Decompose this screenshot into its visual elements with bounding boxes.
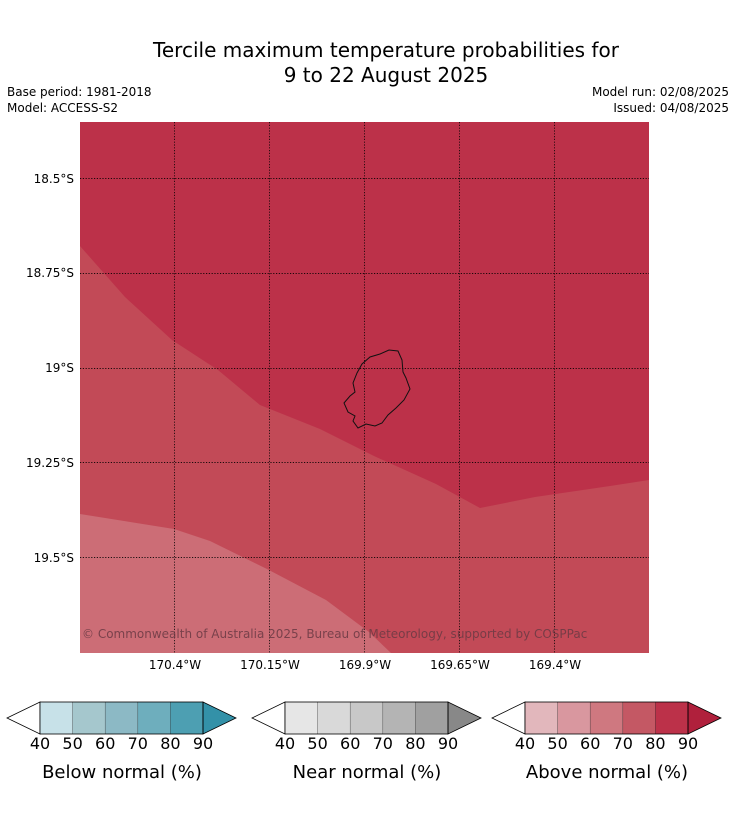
colorbar-segment bbox=[137, 702, 171, 734]
colorbar-segment bbox=[590, 702, 623, 734]
colorbar-extend-high bbox=[687, 701, 722, 735]
tick-label: 40 bbox=[274, 734, 296, 753]
lon-label: 170.15°W bbox=[240, 658, 300, 672]
graticule bbox=[80, 122, 649, 653]
map-panel bbox=[80, 122, 649, 653]
model-run: Model run: 02/08/2025 bbox=[591, 85, 729, 99]
tick-label: 40 bbox=[29, 734, 51, 753]
lat-label: 19.5°S bbox=[33, 551, 74, 565]
lon-label: 169.65°W bbox=[430, 658, 490, 672]
tick-label: 50 bbox=[547, 734, 568, 753]
base-period: Base period: 1981-2018 bbox=[7, 85, 152, 99]
colorbar-segment bbox=[72, 702, 106, 734]
colorbar-near-svg bbox=[251, 701, 482, 735]
lon-label: 170.4°W bbox=[148, 658, 202, 672]
chart-title: Tercile maximum temperature probabilitie… bbox=[0, 38, 736, 88]
meta-right: Model run: 02/08/2025 Issued: 04/08/2025 bbox=[592, 84, 729, 116]
colorbar-above-svg bbox=[491, 701, 722, 735]
tick-label: 50 bbox=[62, 734, 83, 753]
tick-label: 90 bbox=[677, 734, 699, 753]
issued-date: Issued: 04/08/2025 bbox=[613, 101, 729, 115]
lon-label: 169.4°W bbox=[528, 658, 582, 672]
meta-left: Base period: 1981-2018 Model: ACCESS-S2 bbox=[7, 84, 152, 116]
colorbar-segment bbox=[40, 702, 73, 734]
colorbar-segment bbox=[350, 702, 383, 734]
colorbar-segment bbox=[170, 702, 203, 734]
lat-label: 18.5°S bbox=[33, 172, 74, 186]
colorbar-near-ticks: 40 50 60 70 80 90 bbox=[251, 735, 483, 755]
tick-label: 70 bbox=[612, 734, 633, 753]
tick-label: 80 bbox=[160, 734, 181, 753]
colorbar-above-label: Above normal (%) bbox=[525, 762, 689, 783]
colorbar-segment bbox=[105, 702, 138, 734]
colorbar-near-label: Near normal (%) bbox=[292, 762, 442, 783]
lon-label: 169.9°W bbox=[338, 658, 392, 672]
colorbar-extend-low bbox=[491, 701, 526, 735]
model-name: Model: ACCESS-S2 bbox=[7, 101, 119, 115]
tick-label: 90 bbox=[437, 734, 459, 753]
above-70-zone bbox=[80, 514, 391, 653]
colorbar-segment bbox=[382, 702, 416, 734]
colorbar-extend-high bbox=[447, 701, 482, 735]
lat-label: 19.25°S bbox=[26, 456, 74, 470]
colorbar-segment bbox=[622, 702, 656, 734]
tick-label: 50 bbox=[307, 734, 328, 753]
colorbar-segment bbox=[525, 702, 558, 734]
tick-label: 40 bbox=[514, 734, 536, 753]
colorbar-below-ticks: 40 50 60 70 80 90 bbox=[6, 735, 238, 755]
colorbar-outline bbox=[524, 701, 689, 735]
tick-label: 80 bbox=[405, 734, 426, 753]
colorbar-below-label: Below normal (%) bbox=[42, 762, 202, 783]
colorbar-near-normal: 40 50 60 70 80 90 Near normal (%) bbox=[251, 700, 483, 790]
tick-label: 70 bbox=[372, 734, 393, 753]
colorbar-outline bbox=[284, 701, 449, 735]
colorbar-segment bbox=[557, 702, 591, 734]
colorbar-segment bbox=[655, 702, 688, 734]
colorbar-outline bbox=[39, 701, 204, 735]
tick-label: 60 bbox=[580, 734, 601, 753]
map-svg bbox=[80, 122, 649, 653]
island-outline bbox=[343, 349, 411, 429]
colorbar-extend-low bbox=[251, 701, 286, 735]
colorbar-segment bbox=[317, 702, 351, 734]
tick-label: 60 bbox=[95, 734, 116, 753]
colorbar-above-normal: 40 50 60 70 80 90 Above normal (%) bbox=[491, 700, 723, 790]
copyright-text: © Commonwealth of Australia 2025, Bureau… bbox=[82, 627, 588, 641]
colorbar-below-normal: 40 50 60 70 80 90 Below normal (%) bbox=[6, 700, 238, 790]
lat-label: 18.75°S bbox=[26, 266, 74, 280]
colorbar-below-svg bbox=[6, 701, 237, 735]
title-line-2: 9 to 22 August 2025 bbox=[283, 63, 489, 87]
colorbar-extend-high bbox=[202, 701, 237, 735]
title-line-1: Tercile maximum temperature probabilitie… bbox=[153, 38, 619, 62]
colorbar-segment bbox=[285, 702, 318, 734]
colorbar-extend-low bbox=[6, 701, 41, 735]
colorbar-above-ticks: 40 50 60 70 80 90 bbox=[491, 735, 723, 755]
tick-label: 80 bbox=[645, 734, 666, 753]
colorbar-segment bbox=[415, 702, 448, 734]
tick-label: 90 bbox=[192, 734, 214, 753]
lat-label: 19°S bbox=[45, 361, 74, 375]
tick-label: 60 bbox=[340, 734, 361, 753]
tick-label: 70 bbox=[127, 734, 148, 753]
